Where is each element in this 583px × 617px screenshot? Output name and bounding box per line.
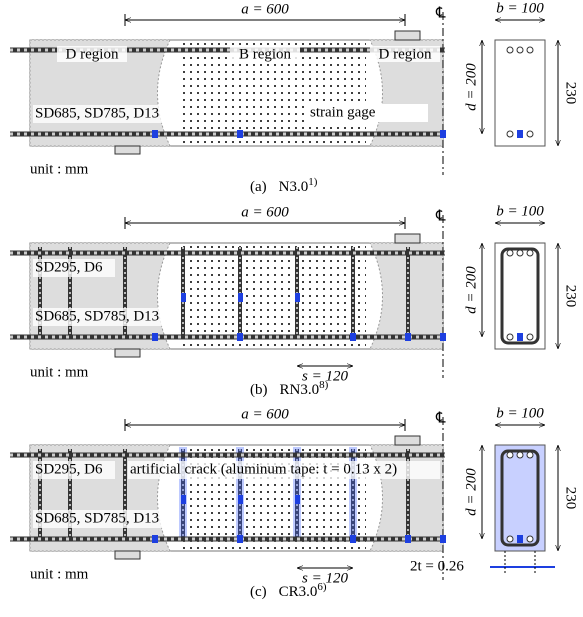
strain-gage [295, 293, 300, 302]
strain-gage [237, 130, 243, 138]
strain-gage [440, 130, 446, 138]
rebar-label: SD685, SD785, D13 [35, 510, 159, 526]
dimension-label: a = 600 [241, 406, 289, 422]
section-bar [517, 452, 523, 458]
caption-ref: 8) [319, 379, 329, 391]
strain-gage [181, 293, 186, 302]
caption-name: N3.0 [279, 179, 309, 195]
dimension-label: a = 600 [241, 1, 289, 17]
section-bar [527, 452, 533, 458]
section-bar [517, 47, 523, 53]
strain-gage [440, 333, 446, 341]
strain-gage [238, 293, 243, 302]
dimension-label: b = 100 [496, 0, 544, 16]
dimension-label: b = 100 [496, 405, 544, 421]
caption-ref: 1) [308, 176, 318, 188]
strain-gage [238, 495, 243, 504]
strain-gage [152, 333, 158, 341]
strain-gage [517, 130, 523, 138]
caption: (b) RN3.08) [250, 379, 329, 399]
strain-gage [152, 535, 158, 543]
section-bar [507, 131, 513, 137]
section-bar [507, 47, 513, 53]
crack-label: artificial crack (aluminum tape: t = 0.1… [130, 461, 397, 477]
loading-plate [395, 436, 420, 445]
strain-gage [405, 333, 411, 341]
rebar-label: SD685, SD785, D13 [35, 308, 159, 324]
centerline-symbol: ℄ [435, 410, 446, 426]
dimension-label: d = 200 [463, 63, 479, 111]
section-bar [507, 250, 513, 256]
strain-gage [517, 535, 523, 543]
section-bar [527, 47, 533, 53]
stirrup-label: SD295, D6 [35, 461, 103, 477]
strain-gage [237, 535, 243, 543]
dimension-label: d = 200 [463, 468, 479, 516]
section-bar [507, 536, 513, 542]
rebar-label: SD685, SD785, D13 [35, 105, 159, 121]
support-plate [115, 349, 140, 357]
section-bar [507, 334, 513, 340]
gage-label: strain gage [310, 104, 376, 120]
section-bar [527, 250, 533, 256]
section-bar [527, 131, 533, 137]
figure: ℄ a = 600 D region B region D region strain g… [0, 0, 583, 617]
unit-label: unit : mm [30, 364, 89, 380]
strain-gage [237, 333, 243, 341]
dimension-label: 230 [563, 82, 579, 105]
strain-gage [295, 495, 300, 504]
strain-gage [350, 535, 356, 543]
section-bar [527, 536, 533, 542]
strain-gage [405, 535, 411, 543]
section-bar [507, 452, 513, 458]
caption-label: (a) [250, 179, 267, 195]
region-label: B region [239, 46, 292, 62]
dimension-label: d = 200 [463, 266, 479, 314]
section-bar [527, 334, 533, 340]
dimension-label: b = 100 [496, 203, 544, 219]
strain-gage [350, 333, 356, 341]
strain-gage [440, 535, 446, 543]
loading-plate [395, 234, 420, 243]
support-plate [115, 551, 140, 559]
section-bar [517, 250, 523, 256]
caption-name: RN3.0 [280, 382, 320, 398]
caption-label: (c) [250, 584, 267, 600]
strain-gage [181, 495, 186, 504]
b-region [178, 243, 366, 349]
caption: (c) CR3.06) [250, 581, 327, 601]
caption-name: CR3.0 [279, 584, 318, 600]
centerline-symbol: ℄ [435, 5, 446, 21]
caption: (a) N3.01) [250, 176, 318, 196]
strain-gage [517, 333, 523, 341]
unit-label: unit : mm [30, 161, 89, 177]
support-plate [115, 146, 140, 154]
unit-label: unit : mm [30, 566, 89, 582]
dimension-label: 230 [563, 285, 579, 308]
loading-plate [395, 31, 420, 40]
strain-gage [152, 130, 158, 138]
dimension-label: a = 600 [241, 204, 289, 220]
dimension-label: 230 [563, 487, 579, 510]
caption-ref: 6) [317, 581, 327, 593]
stirrup-label: SD295, D6 [35, 259, 103, 275]
tape-label: 2t = 0.26 [410, 558, 464, 574]
region-label: D region [379, 46, 432, 62]
centerline-symbol: ℄ [435, 208, 446, 224]
region-label: D region [66, 46, 119, 62]
caption-label: (b) [250, 382, 268, 398]
